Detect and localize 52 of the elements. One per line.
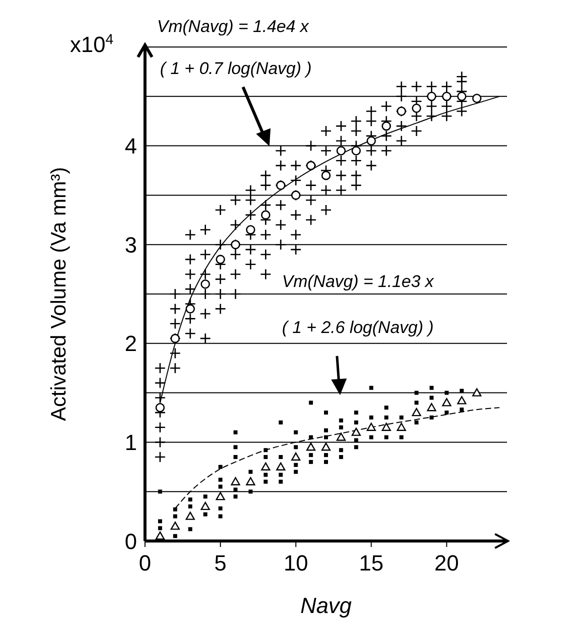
point xyxy=(261,210,270,220)
point xyxy=(472,388,482,396)
point xyxy=(412,408,422,416)
annotation: ( 1 + 0.7 log(Navg) ) xyxy=(160,59,312,78)
point xyxy=(352,146,361,156)
x-tick-label: 5 xyxy=(214,550,227,576)
point xyxy=(306,442,316,451)
point xyxy=(276,462,286,470)
x-tick-label: 20 xyxy=(434,550,459,576)
point xyxy=(170,522,180,530)
point xyxy=(321,170,331,180)
point xyxy=(246,225,256,234)
point xyxy=(366,136,376,146)
point xyxy=(412,104,422,113)
y-tick-label: 0 xyxy=(124,528,137,554)
annotation: Vm(Navg) = 1.1e3 x xyxy=(282,272,434,291)
point xyxy=(186,304,195,314)
point xyxy=(155,531,165,540)
x-axis-title: Navg xyxy=(300,593,352,618)
point xyxy=(442,398,452,406)
point xyxy=(366,422,376,431)
point xyxy=(457,396,466,404)
point xyxy=(200,279,210,289)
point xyxy=(200,502,210,510)
point xyxy=(261,462,270,470)
y-tick-label: 2 xyxy=(124,331,137,356)
y-tick-label: 4 xyxy=(124,134,137,159)
text: Vm(Navg) = 1.4e4 x xyxy=(157,17,310,36)
x-tick-label: 10 xyxy=(284,550,308,576)
y-axis-title: Activated Volume (Va mm³) xyxy=(47,166,70,422)
point xyxy=(472,94,482,104)
point xyxy=(230,477,240,486)
point xyxy=(186,512,195,520)
point xyxy=(396,422,406,431)
y-tick-label: 1 xyxy=(124,430,137,456)
point xyxy=(155,402,165,412)
point xyxy=(352,428,361,436)
point xyxy=(457,92,466,102)
x-tick-label: 15 xyxy=(359,550,384,576)
point xyxy=(426,403,436,412)
point xyxy=(246,477,256,486)
point xyxy=(216,254,226,264)
text: x10$^{4}$ xyxy=(70,32,114,57)
annotation: ( 1 + 2.6 log(Navg) ) xyxy=(282,318,434,337)
y-tick-label: 3 xyxy=(124,232,137,258)
point xyxy=(291,452,300,461)
point xyxy=(216,492,226,500)
point xyxy=(336,432,346,441)
point xyxy=(382,422,391,431)
point xyxy=(382,121,391,131)
point xyxy=(321,442,331,451)
point xyxy=(336,146,346,156)
